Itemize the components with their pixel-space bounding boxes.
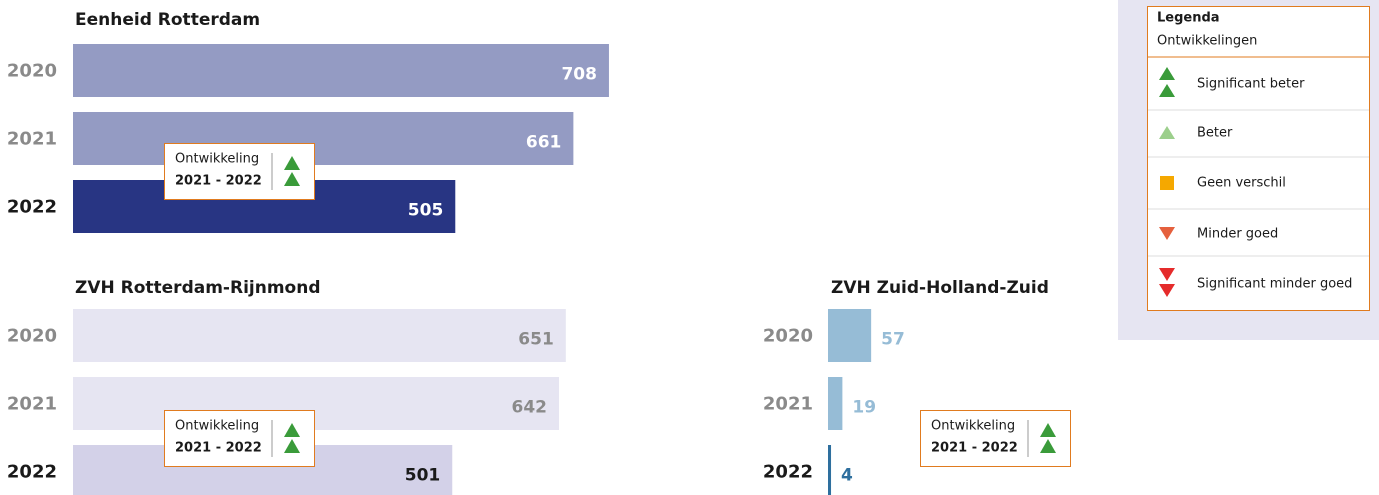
value-label: 501 bbox=[405, 466, 441, 486]
legend-title: Legenda bbox=[1157, 11, 1220, 26]
legend: Legenda Ontwikkelingen Significant beter… bbox=[1118, 0, 1379, 340]
value-label: 4 bbox=[841, 466, 853, 486]
legend-item: Significant beter bbox=[1197, 77, 1305, 92]
legend-box bbox=[1147, 6, 1370, 311]
icon-sig-better bbox=[284, 156, 300, 170]
development-label: Ontwikkeling bbox=[175, 152, 259, 167]
development-period: 2021 - 2022 bbox=[175, 441, 262, 456]
icon-same bbox=[1160, 176, 1174, 190]
icon-sig-worse bbox=[1159, 284, 1175, 297]
category-label: 2022 bbox=[7, 462, 57, 483]
legend-item: Beter bbox=[1197, 126, 1233, 141]
development-frame bbox=[164, 143, 315, 200]
value-label: 642 bbox=[511, 398, 547, 418]
chart-title: ZVH Zuid-Holland-Zuid bbox=[831, 278, 1049, 298]
icon-sig-better bbox=[1159, 67, 1175, 80]
development-frame bbox=[920, 410, 1071, 467]
icon-sig-better bbox=[284, 439, 300, 453]
development-period: 2021 - 2022 bbox=[175, 174, 262, 189]
bar bbox=[73, 44, 609, 97]
icon-sig-better bbox=[284, 172, 300, 186]
development-box: Ontwikkeling 2021 - 2022 bbox=[920, 410, 1071, 467]
chart-title: ZVH Rotterdam-Rijnmond bbox=[75, 278, 321, 298]
value-label: 661 bbox=[526, 133, 562, 153]
bar bbox=[73, 309, 566, 362]
category-label: 2021 bbox=[7, 394, 57, 415]
value-label: 708 bbox=[561, 65, 597, 85]
category-label: 2020 bbox=[763, 326, 813, 347]
value-label: 57 bbox=[881, 330, 905, 350]
development-box: Ontwikkeling 2021 - 2022 bbox=[164, 410, 315, 467]
icon-sig-better bbox=[1040, 439, 1056, 453]
development-box: Ontwikkeling 2021 - 2022 bbox=[164, 143, 315, 200]
category-label: 2022 bbox=[763, 462, 813, 483]
category-label: 2021 bbox=[7, 129, 57, 150]
category-label: 2020 bbox=[7, 61, 57, 82]
legend-subtitle: Ontwikkelingen bbox=[1157, 34, 1257, 49]
bar bbox=[828, 309, 872, 362]
icon-better bbox=[1159, 126, 1175, 139]
category-label: 2020 bbox=[7, 326, 57, 347]
development-label: Ontwikkeling bbox=[175, 419, 259, 434]
value-label: 505 bbox=[408, 201, 444, 221]
icon-sig-worse bbox=[1159, 268, 1175, 281]
legend-item: Minder goed bbox=[1197, 227, 1278, 242]
bar bbox=[73, 112, 574, 165]
icon-sig-better bbox=[1040, 423, 1056, 437]
icon-sig-better bbox=[284, 423, 300, 437]
bar bbox=[73, 377, 559, 430]
development-label: Ontwikkeling bbox=[931, 419, 1015, 434]
bar bbox=[828, 377, 843, 430]
chart-title: Eenheid Rotterdam bbox=[75, 10, 260, 30]
value-label: 19 bbox=[852, 398, 876, 418]
legend-item: Significant minder goed bbox=[1197, 277, 1352, 292]
category-label: 2021 bbox=[763, 394, 813, 415]
development-period: 2021 - 2022 bbox=[931, 441, 1018, 456]
development-frame bbox=[164, 410, 315, 467]
icon-worse bbox=[1159, 227, 1175, 240]
icon-sig-better bbox=[1159, 84, 1175, 97]
value-label: 651 bbox=[518, 330, 554, 350]
bar bbox=[828, 445, 832, 495]
legend-item: Geen verschil bbox=[1197, 176, 1286, 191]
category-label: 2022 bbox=[7, 197, 57, 218]
